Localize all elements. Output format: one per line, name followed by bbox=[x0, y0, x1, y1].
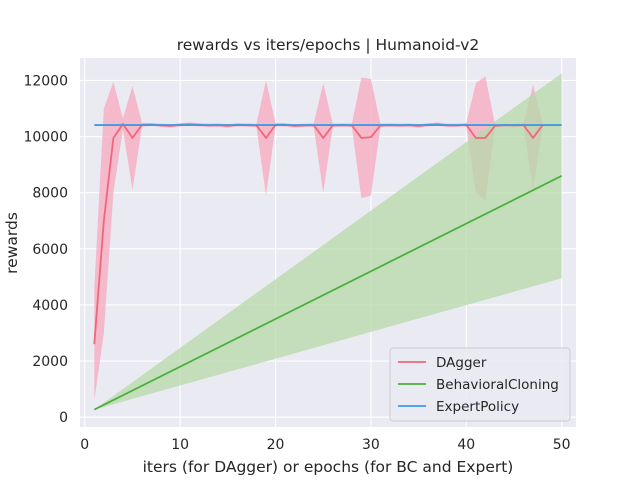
band-behavioralcloning bbox=[94, 73, 562, 410]
x-tick-label: 20 bbox=[267, 437, 285, 453]
tick-labels: 0 10 20 30 40 50 0 2000 4000 6000 8000 10000 12000 bbox=[23, 73, 570, 453]
y-tick-label: 6000 bbox=[32, 242, 68, 258]
band-dagger bbox=[94, 76, 543, 401]
x-tick-label: 10 bbox=[171, 437, 189, 453]
chart-title: rewards vs iters/epochs | Humanoid-v2 bbox=[177, 36, 480, 54]
y-tick-label: 4000 bbox=[32, 298, 68, 314]
y-tick-label: 10000 bbox=[23, 130, 68, 146]
x-tick-label: 40 bbox=[457, 437, 475, 453]
x-axis-label: iters (for DAgger) or epochs (for BC and… bbox=[143, 458, 514, 476]
series-lines bbox=[93, 123, 563, 411]
line-behavioralcloning bbox=[93, 175, 563, 411]
y-tick-label: 12000 bbox=[23, 73, 68, 89]
legend-label: BehavioralCloning bbox=[436, 377, 559, 393]
legend-label: DAgger bbox=[436, 355, 487, 371]
x-tick-label: 30 bbox=[362, 437, 380, 453]
legend-label: ExpertPolicy bbox=[436, 399, 519, 415]
y-tick-label: 0 bbox=[59, 410, 68, 426]
y-tick-label: 8000 bbox=[32, 186, 68, 202]
x-tick-label: 50 bbox=[553, 437, 571, 453]
x-tick-label: 0 bbox=[80, 437, 89, 453]
y-tick-label: 2000 bbox=[32, 354, 68, 370]
legend: DAgger BehavioralCloning ExpertPolicy bbox=[389, 347, 571, 422]
y-axis-label: rewards bbox=[3, 212, 21, 274]
confidence-bands bbox=[94, 73, 562, 410]
legend-box bbox=[389, 347, 571, 422]
